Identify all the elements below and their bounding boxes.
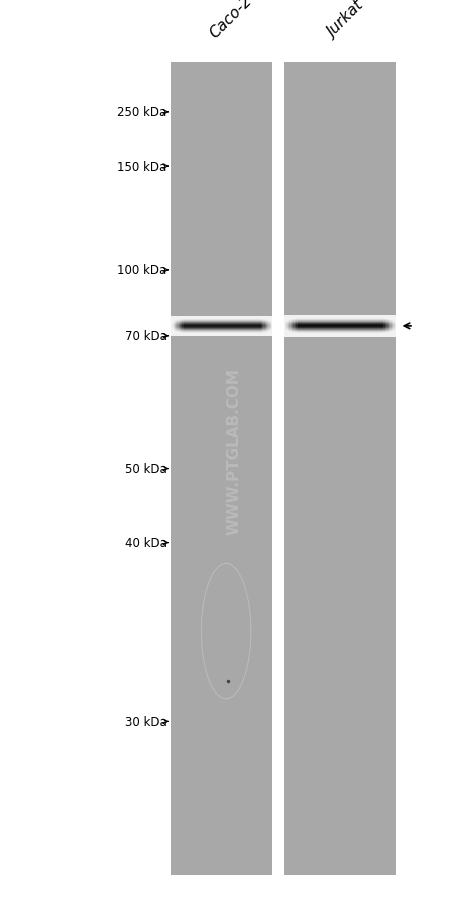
Text: 70 kDa: 70 kDa [125, 330, 166, 343]
Text: 30 kDa: 30 kDa [125, 715, 166, 728]
Text: Caco-2: Caco-2 [207, 0, 255, 41]
Text: 50 kDa: 50 kDa [125, 463, 166, 475]
Text: 250 kDa: 250 kDa [117, 106, 166, 119]
Text: 150 kDa: 150 kDa [117, 161, 166, 173]
Bar [171, 63, 272, 875]
Text: 40 kDa: 40 kDa [125, 537, 166, 549]
Text: WWW.PTGLAB.COM: WWW.PTGLAB.COM [226, 368, 242, 534]
Text: 100 kDa: 100 kDa [117, 264, 166, 277]
Text: Jurkat: Jurkat [324, 0, 367, 41]
Bar [284, 63, 396, 875]
